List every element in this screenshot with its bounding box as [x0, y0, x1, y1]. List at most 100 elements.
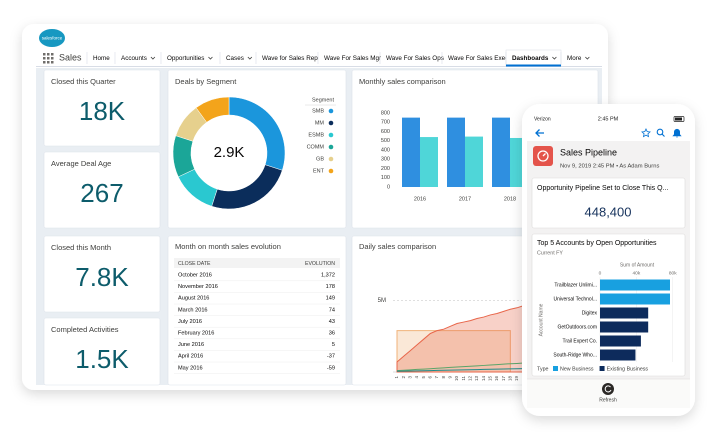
nav-tab[interactable]: Wave For Sales Exec [448, 55, 508, 62]
table-card [167, 235, 347, 386]
kpi-value: 7.8K [75, 262, 129, 292]
legend-label: ENT [313, 168, 325, 174]
tab-menu-chevron[interactable] [150, 56, 156, 60]
favorite-button[interactable] [641, 128, 651, 138]
nav-tab[interactable]: Wave For Sales Mgr [324, 55, 381, 62]
metric-card [531, 177, 686, 229]
table-cell: October 2016 [178, 272, 212, 278]
y-tick-label: 0 [387, 184, 390, 190]
y-tick-label: 600 [381, 129, 390, 135]
table-cell: 74 [329, 307, 335, 313]
x-tick-label: 5 [421, 376, 426, 379]
x-tick-label: 0 [599, 270, 602, 276]
nav-tab[interactable]: Dashboards [512, 55, 549, 62]
x-tick-label: 2018 [504, 196, 516, 202]
table-cell: 43 [329, 319, 335, 325]
pipeline-icon-needle [542, 153, 546, 157]
table-header: EVOLUTION [305, 261, 335, 267]
legend-label: SMB [312, 108, 324, 114]
table-cell: -37 [327, 354, 335, 360]
legend-swatch [328, 108, 334, 114]
x-tick-label: 40k [632, 270, 640, 276]
tab-menu-chevron[interactable] [552, 56, 557, 60]
legend-label: COMM [307, 144, 325, 150]
table-cell: July 2016 [178, 319, 202, 325]
bar [600, 349, 636, 361]
nav-tab[interactable]: Cases [226, 55, 244, 62]
pipeline-icon-glyph [537, 150, 549, 162]
bar [600, 321, 649, 333]
kpi-value: 1.5K [75, 344, 129, 374]
table-cell: 149 [326, 296, 335, 302]
search-button[interactable] [656, 128, 665, 137]
y-tick-label: 800 [381, 110, 390, 116]
y-tick-label: 500 [381, 138, 390, 144]
legend-label: New Business [560, 366, 594, 372]
x-tick-label: 3 [408, 376, 413, 379]
table-cell: November 2016 [178, 284, 218, 290]
refresh-glyph [604, 385, 612, 393]
logo-text: salesforce [42, 36, 63, 41]
kpi-card [43, 69, 161, 147]
accounts-card [531, 233, 686, 377]
nav-tab[interactable]: Opportunities [167, 55, 204, 62]
y-tick-label: 700 [381, 120, 390, 126]
refresh-label: Refresh [599, 397, 617, 403]
x-tick-label: 17 [501, 376, 506, 382]
app-name: Sales [59, 52, 82, 62]
x-tick-label: 12 [468, 376, 473, 382]
chart-title: Daily sales comparison [359, 242, 436, 251]
y-tick-label: 200 [381, 166, 390, 172]
phone-title: Sales Pipeline [560, 147, 617, 157]
refresh-button[interactable] [602, 383, 614, 395]
active-tab-indicator [506, 64, 561, 67]
tab-menu-chevron[interactable] [247, 56, 253, 60]
nav-tab[interactable]: Accounts [121, 55, 147, 62]
notifications-button[interactable] [672, 128, 682, 138]
legend-swatch [328, 168, 334, 174]
x-tick-label: 1 [394, 376, 399, 379]
table-cell: -59 [327, 365, 335, 371]
kpi-value: 267 [80, 178, 123, 208]
chart-subtitle: Current FY [537, 250, 563, 256]
tab-menu-chevron[interactable] [585, 56, 590, 60]
table-title: Month on month sales evolution [175, 242, 281, 251]
nav-tab[interactable]: Home [93, 55, 110, 62]
table-cell: May 2016 [178, 365, 203, 371]
nav-tabs: Home Accounts Opportunities Cases Wave for S… [86, 49, 590, 67]
legend-swatch [328, 120, 334, 126]
x-tick-label: 2016 [414, 196, 426, 202]
bar [447, 117, 465, 187]
x-tick-label: 13 [474, 376, 479, 382]
bar [600, 335, 641, 347]
table-cell: 5 [332, 342, 335, 348]
bar [420, 137, 438, 187]
logo [39, 29, 65, 47]
donut-slice [195, 96, 230, 123]
x-tick-label: 2017 [459, 196, 471, 202]
tab-menu-chevron[interactable] [208, 56, 213, 60]
y-tick-label: Universal Technol... [553, 296, 597, 302]
y-axis-title: Account Name [538, 303, 544, 336]
table-cell: August 2016 [178, 296, 209, 302]
legend-title: Type [537, 366, 549, 372]
legend-label: MM [315, 120, 325, 126]
metric-value: 448,400 [585, 204, 632, 219]
y-tick-label: Trail Expert Co. [562, 338, 597, 344]
legend-label: Existing Business [607, 366, 649, 372]
back-button[interactable] [535, 129, 544, 137]
bar [600, 279, 670, 291]
kpi-title: Closed this Quarter [51, 77, 116, 86]
bar [465, 136, 483, 187]
chart-title: Monthly sales comparison [359, 77, 446, 86]
nav-tab[interactable]: Wave for Sales Rep [262, 55, 318, 62]
x-tick-label: 80k [669, 270, 677, 276]
nav-tab[interactable]: More [567, 55, 582, 62]
nav-tab[interactable]: Wave For Sales Ops [386, 55, 444, 62]
app-launcher[interactable] [43, 53, 54, 64]
x-tick-label: 15 [488, 376, 493, 382]
bar [492, 117, 510, 187]
kpi-title: Closed this Month [51, 243, 111, 252]
